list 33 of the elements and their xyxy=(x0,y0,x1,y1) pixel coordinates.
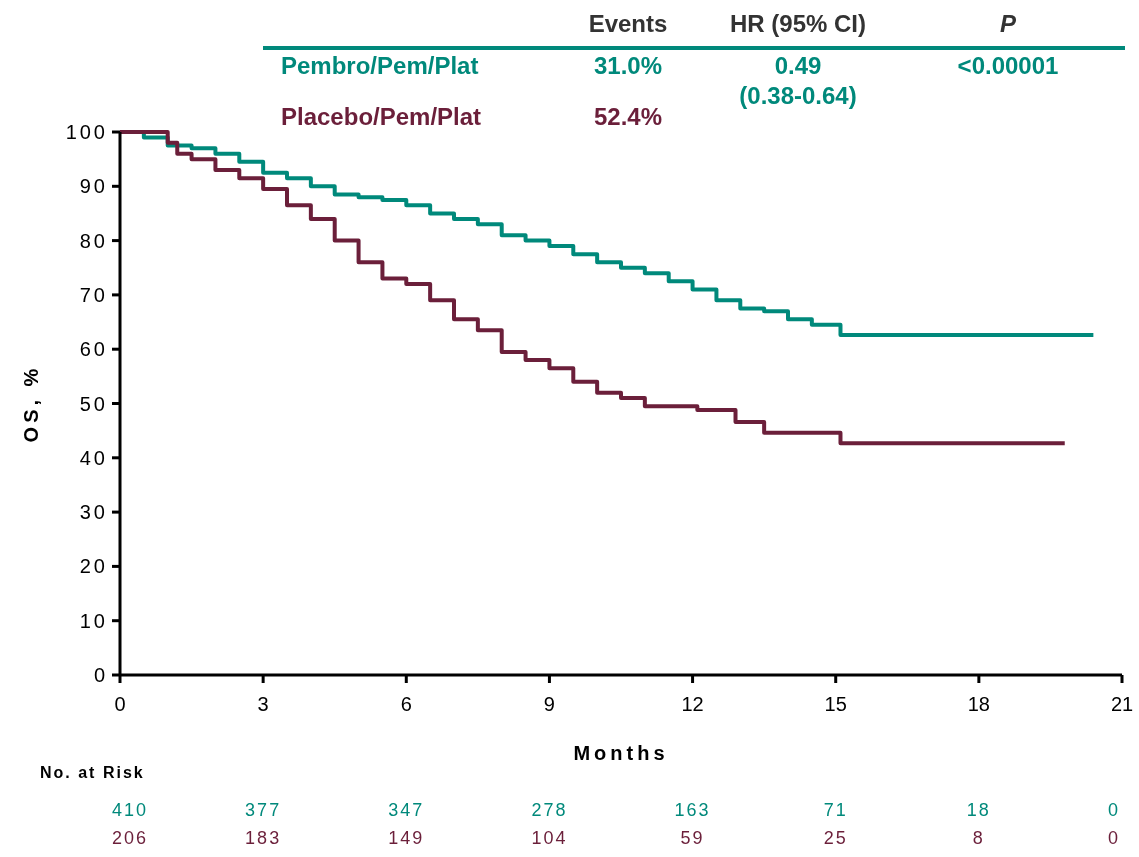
y-tick-label: 40 xyxy=(79,446,108,469)
x-tick-label: 3 xyxy=(257,693,269,715)
x-tick-label: 15 xyxy=(824,693,847,715)
x-tick-label: 12 xyxy=(681,693,704,715)
x-axis-title: Months xyxy=(573,742,669,764)
text: 0.49 (0.38-0.64) xyxy=(739,52,857,109)
y-tick-label: 80 xyxy=(79,229,108,252)
text: 410 377 347 278 163 71 18 0 xyxy=(111,800,1121,820)
x-tick-label: 6 xyxy=(400,693,412,715)
text: 31.0% xyxy=(593,52,663,79)
y-tick-label: 30 xyxy=(79,501,108,524)
text: 206 183 149 104 59 25 8 0 xyxy=(111,828,1121,848)
y-tick-label: 20 xyxy=(79,555,108,578)
text: 52.4% xyxy=(593,103,663,130)
y-tick-label: 10 xyxy=(79,609,108,632)
y-tick-label: 90 xyxy=(79,175,108,198)
y-tick-label: 50 xyxy=(79,392,108,415)
y-tick-label: 60 xyxy=(79,338,108,361)
y-tick-label: 0 xyxy=(93,664,108,686)
x-tick-label: 18 xyxy=(967,693,990,715)
text: No. at Risk xyxy=(40,764,145,781)
x-tick-label: 21 xyxy=(1110,693,1134,715)
text: HR (95% CI) xyxy=(729,10,867,37)
x-tick-label: 0 xyxy=(114,693,126,715)
text: Events xyxy=(588,10,668,37)
text: Pembro/Pem/Plat xyxy=(281,52,479,79)
text: Placebo/Pem/Plat xyxy=(281,103,482,130)
x-tick-label: 9 xyxy=(543,693,555,715)
text: P xyxy=(999,10,1017,37)
y-tick-label: 70 xyxy=(79,283,108,306)
y-tick-label: 100 xyxy=(65,121,108,143)
y-axis-title: OS, % xyxy=(20,364,42,443)
text: <0.00001 xyxy=(957,52,1059,79)
